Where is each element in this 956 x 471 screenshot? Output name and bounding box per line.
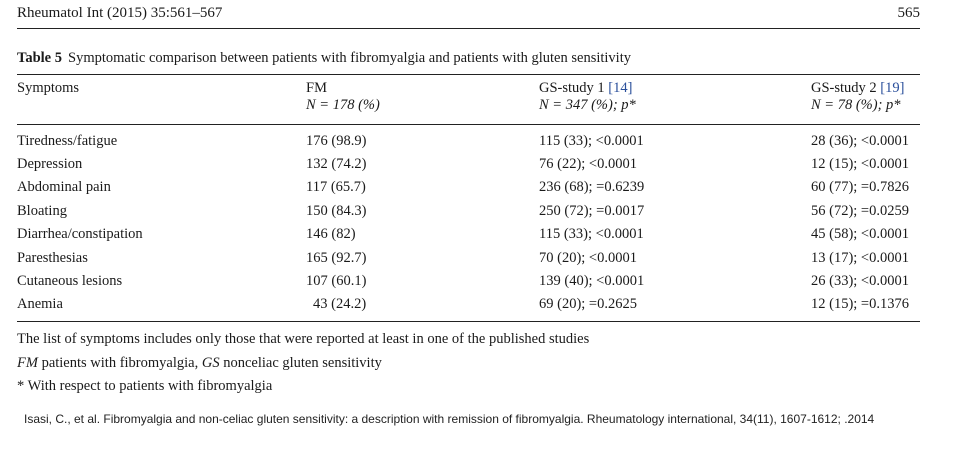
cell-gs1: 115 (33); <0.0001 <box>539 226 644 242</box>
table-bottom-rule <box>17 321 920 322</box>
cell-fm: 132 (74.2) <box>306 156 367 172</box>
table-caption-text: Symptomatic comparison between patients … <box>68 50 631 66</box>
cell-symptom: Anemia <box>17 296 63 312</box>
citation-link-14[interactable]: [14] <box>608 80 633 96</box>
cell-gs2: 26 (33); <0.0001 <box>811 273 909 289</box>
table-row: Bloating 150 (84.3) 250 (72); =0.0017 56… <box>0 203 956 226</box>
table-row: Tiredness/fatigue 176 (98.9) 115 (33); <… <box>0 133 956 156</box>
col-header-symptoms-label: Symptoms <box>17 80 80 96</box>
col-header-fm: FM N = 178 (%) <box>306 80 380 114</box>
col-header-gs2-n: N = 78 (%); p* <box>811 97 901 113</box>
cell-fm: 43 (24.2) <box>313 296 367 312</box>
table-row: Abdominal pain 117 (65.7) 236 (68); =0.6… <box>0 179 956 202</box>
footnote-symptom-list: The list of symptoms includes only those… <box>17 331 590 347</box>
cell-fm: 165 (92.7) <box>306 250 367 266</box>
table-caption: Table 5 Symptomatic comparison between pa… <box>17 50 631 67</box>
cell-symptom: Paresthesias <box>17 250 88 266</box>
abbr-gs: GS <box>201 355 220 371</box>
footnote-asterisk: * With respect to patients with fibromya… <box>17 378 273 394</box>
cell-symptom: Cutaneous lesions <box>17 273 123 289</box>
table-label: Table 5 <box>17 50 62 66</box>
table-row: Paresthesias 165 (92.7) 70 (20); <0.0001… <box>0 250 956 273</box>
cell-symptom: Diarrhea/constipation <box>17 226 143 242</box>
abbr-fm-text: patients with fibromyalgia, <box>37 355 202 371</box>
footnote-abbreviations: FM patients with fibromyalgia, GS noncel… <box>17 355 382 372</box>
cell-gs2: 12 (15); =0.1376 <box>811 296 909 312</box>
cell-fm: 150 (84.3) <box>306 203 367 219</box>
cell-gs2: 60 (77); =0.7826 <box>811 179 909 195</box>
cell-gs1: 70 (20); <0.0001 <box>539 250 637 266</box>
citation-link-19[interactable]: [19] <box>880 80 905 96</box>
col-header-gs2-text: GS-study 2 <box>811 80 881 96</box>
cell-gs1: 69 (20); =0.2625 <box>539 296 637 312</box>
table-row: Cutaneous lesions 107 (60.1) 139 (40); <… <box>0 273 956 296</box>
col-header-fm-label: FM <box>306 80 327 96</box>
cell-symptom: Tiredness/fatigue <box>17 133 118 149</box>
abbr-gs-text: nonceliac gluten sensitivity <box>219 355 382 371</box>
col-header-fm-n: N = 178 (%) <box>306 97 380 113</box>
table-row: Anemia 43 (24.2) 69 (20); =0.2625 12 (15… <box>0 296 956 319</box>
col-header-gs1: GS-study 1 [14] N = 347 (%); p* <box>539 80 636 114</box>
cell-symptom: Depression <box>17 156 83 172</box>
header-rule <box>17 28 920 29</box>
source-citation: Isasi, C., et al. Fibromyalgia and non-c… <box>24 412 875 426</box>
cell-symptom: Bloating <box>17 203 67 219</box>
cell-gs1: 250 (72); =0.0017 <box>539 203 645 219</box>
running-head: Rheumatol Int (2015) 35:561–567 565 <box>17 5 920 22</box>
cell-gs1: 139 (40); <0.0001 <box>539 273 645 289</box>
cell-fm: 117 (65.7) <box>306 179 366 195</box>
cell-symptom: Abdominal pain <box>17 179 111 195</box>
abbr-fm: FM <box>17 355 38 371</box>
cell-gs1: 236 (68); =0.6239 <box>539 179 645 195</box>
cell-gs2: 45 (58); <0.0001 <box>811 226 909 242</box>
cell-fm: 176 (98.9) <box>306 133 367 149</box>
col-header-gs1-n: N = 347 (%); p* <box>539 97 636 113</box>
cell-gs2: 12 (15); <0.0001 <box>811 156 909 172</box>
journal-citation: Rheumatol Int (2015) 35:561–567 <box>17 5 223 21</box>
table-row: Depression 132 (74.2) 76 (22); <0.0001 1… <box>0 156 956 179</box>
page-number: 565 <box>897 5 921 21</box>
cell-fm: 146 (82) <box>306 226 356 242</box>
cell-gs2: 56 (72); =0.0259 <box>811 203 909 219</box>
col-header-gs2: GS-study 2 [19] N = 78 (%); p* <box>811 80 904 114</box>
table-top-rule <box>17 74 920 75</box>
col-header-symptoms: Symptoms <box>17 80 79 97</box>
cell-gs2: 28 (36); <0.0001 <box>811 133 909 149</box>
cell-gs1: 76 (22); <0.0001 <box>539 156 637 172</box>
cell-gs2: 13 (17); <0.0001 <box>811 250 909 266</box>
header-bottom-rule <box>17 124 920 125</box>
col-header-gs1-text: GS-study 1 <box>539 80 609 96</box>
table-row: Diarrhea/constipation 146 (82) 115 (33);… <box>0 226 956 249</box>
cell-fm: 107 (60.1) <box>306 273 367 289</box>
col-header-gs1-label: GS-study 1 [14] <box>539 80 636 97</box>
cell-gs1: 115 (33); <0.0001 <box>539 133 644 149</box>
col-header-gs2-label: GS-study 2 [19] <box>811 80 904 97</box>
